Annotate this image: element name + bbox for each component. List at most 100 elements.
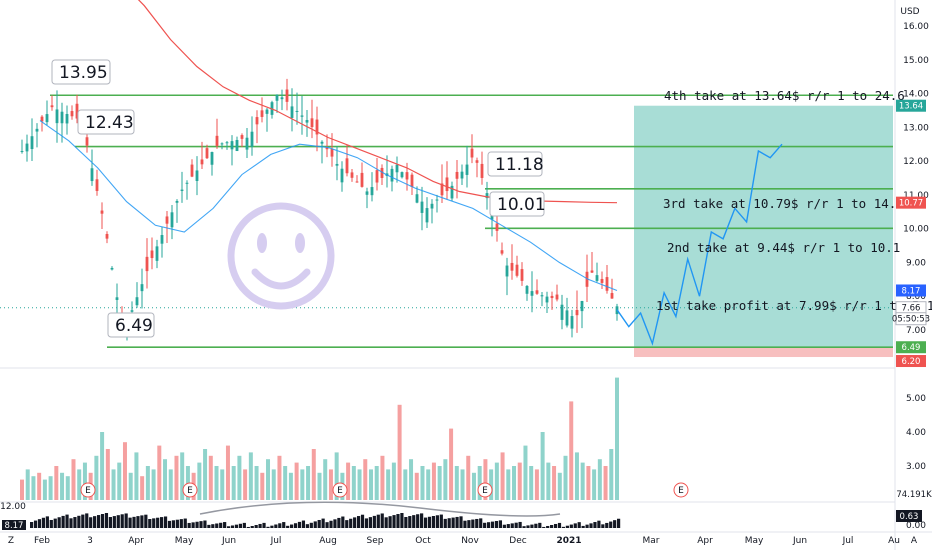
projection-line [616, 143, 783, 346]
oscillator-bar [175, 519, 179, 528]
candle-body [160, 235, 164, 244]
oscillator-bar [266, 526, 270, 528]
candle-body [440, 183, 444, 196]
oscillator-bar [581, 525, 585, 528]
oscillator-bar [565, 525, 569, 528]
candle-body [130, 310, 134, 312]
oscillator-bar [534, 523, 538, 528]
candle-body [245, 137, 249, 150]
volume-bar [128, 472, 133, 500]
oscillator-bar [447, 518, 451, 528]
time-tick: Mar [643, 536, 660, 546]
smiley-mouth [251, 268, 311, 290]
osc-tag [896, 510, 922, 522]
oscillator-bar [593, 522, 597, 528]
oscillator-bar [211, 524, 215, 528]
oscillator-bar [325, 522, 329, 528]
time-axis-start: Z [8, 536, 14, 546]
volume-bar [351, 466, 356, 500]
volume-bar [592, 469, 597, 500]
osc-left-label: 12.00 [0, 502, 26, 512]
volume-pane [20, 377, 619, 500]
candle-body [250, 131, 254, 147]
volume-bar [426, 469, 431, 500]
volume-bar [420, 466, 425, 500]
oscillator-bar [486, 522, 491, 528]
oscillator-bar [313, 521, 317, 528]
smiley-face [227, 202, 335, 310]
time-tick: May [175, 536, 194, 546]
level-label: 10.01 [497, 195, 546, 215]
oscillator-bar [439, 514, 443, 528]
oscillator-bar [37, 519, 42, 528]
candle-body [255, 117, 259, 125]
time-axis[interactable]: Feb 3 Apr May Jun Jul Aug Sep Oct Nov Dec 2021 Mar Ap… [8, 536, 918, 546]
projection-path [616, 143, 783, 346]
candle-body [375, 170, 379, 183]
candle-body [185, 182, 189, 184]
candle-body [565, 310, 569, 326]
price-tick: 14.00 [903, 90, 929, 100]
volume-tick: 4.00 [906, 428, 926, 438]
candle-body [165, 216, 169, 224]
oscillator-bar [89, 517, 93, 528]
volume-bar [391, 462, 396, 500]
candle-body [240, 135, 244, 139]
osc-left-tag-label: 8.17 [5, 521, 24, 531]
candle-body [570, 316, 574, 329]
oscillator-bar [510, 523, 514, 528]
candle-body [600, 278, 604, 283]
oscillator-bar [286, 525, 290, 528]
volume-tag [896, 488, 932, 500]
candle-body [50, 105, 54, 108]
oscillator-bar [368, 517, 373, 528]
smiley-eye [257, 233, 267, 253]
volume-bar [306, 466, 311, 500]
earnings-marker-icon [332, 482, 348, 498]
candle-body [555, 294, 559, 300]
volume-bar [37, 472, 42, 500]
oscillator-bar [136, 516, 140, 528]
sma-blue-line [39, 120, 618, 292]
oscillator-bar [77, 515, 81, 528]
oscillator-bar [223, 522, 227, 528]
volume-bar [506, 469, 511, 500]
oscillator-bar [613, 520, 617, 528]
price-tag [896, 196, 926, 209]
oscillator-bar [96, 515, 101, 528]
volume-bar [437, 466, 442, 500]
volume-bar [534, 469, 539, 500]
oscillator-bar [108, 517, 112, 528]
oscillator-bar [542, 526, 546, 528]
price-tag [896, 341, 926, 354]
oscillator-bar [163, 516, 168, 528]
candle-body [415, 194, 419, 203]
oscillator-bar [546, 525, 550, 528]
earnings-marker-icon [673, 482, 689, 498]
volume-bar [403, 469, 408, 500]
oscillator-bar [144, 514, 148, 528]
oscillator-bar [490, 521, 495, 528]
volume-bar [517, 462, 522, 500]
time-tick: Jul [842, 536, 854, 546]
oscillator-bar [609, 521, 613, 528]
oscillator-bar [226, 526, 231, 528]
volume-bar [20, 479, 24, 500]
oscillator-bar [349, 518, 353, 528]
price-axis[interactable]: USD 16.00 15.00 14.00 13.00 12.00 11.00 10.00 9.… [0, 7, 932, 531]
volume-bar [368, 469, 373, 500]
volume-bar [48, 476, 53, 500]
oscillator-bar [171, 520, 176, 528]
candle-body [175, 200, 179, 203]
volume-bar [163, 459, 168, 500]
support-resistance-levels [0, 94, 893, 349]
candle-body [335, 163, 339, 166]
candle-body [525, 285, 529, 294]
price-tag-label: 10.77 [899, 199, 923, 209]
candle-body [380, 167, 384, 178]
level-label-box [77, 109, 135, 135]
candle-body [65, 113, 69, 124]
oscillator-bar [61, 515, 65, 528]
oscillator-bar [53, 518, 57, 528]
